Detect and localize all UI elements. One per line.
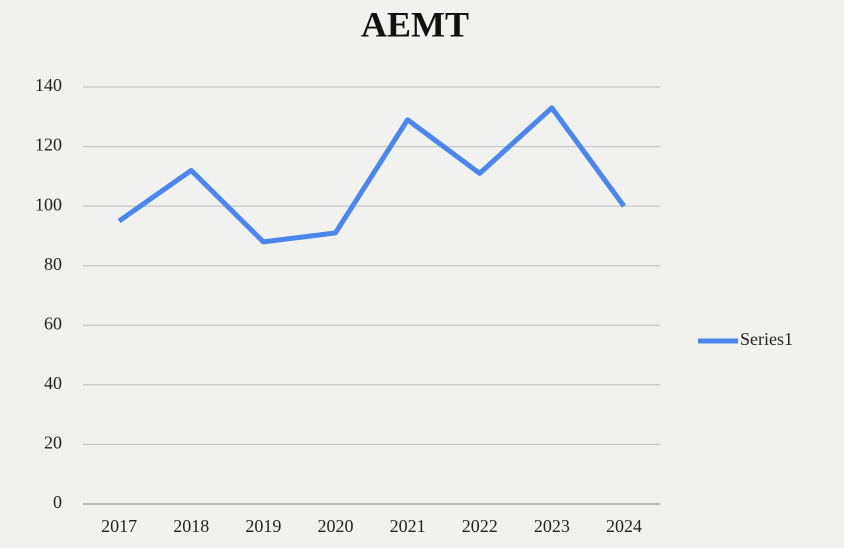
y-tick-label: 120 (35, 135, 62, 155)
x-tick-label: 2018 (173, 516, 209, 536)
y-tick-label: 80 (44, 254, 62, 274)
y-tick-label: 0 (53, 492, 62, 512)
y-tick-label: 60 (44, 313, 62, 333)
x-tick-label: 2021 (390, 516, 426, 536)
x-tick-label: 2017 (101, 516, 137, 536)
x-tick-label: 2022 (462, 516, 498, 536)
y-tick-label: 100 (35, 194, 62, 214)
x-tick-label: 2019 (245, 516, 281, 536)
y-tick-label: 140 (35, 75, 62, 95)
y-tick-label: 40 (44, 373, 62, 393)
legend-label: Series1 (740, 329, 793, 349)
y-tick-label: 20 (44, 433, 62, 453)
chart-title: AEMT (361, 4, 469, 44)
x-tick-label: 2020 (317, 516, 353, 536)
data-line (117, 105, 626, 245)
x-tick-label: 2023 (534, 516, 570, 536)
x-tick-label: 2024 (606, 516, 642, 536)
